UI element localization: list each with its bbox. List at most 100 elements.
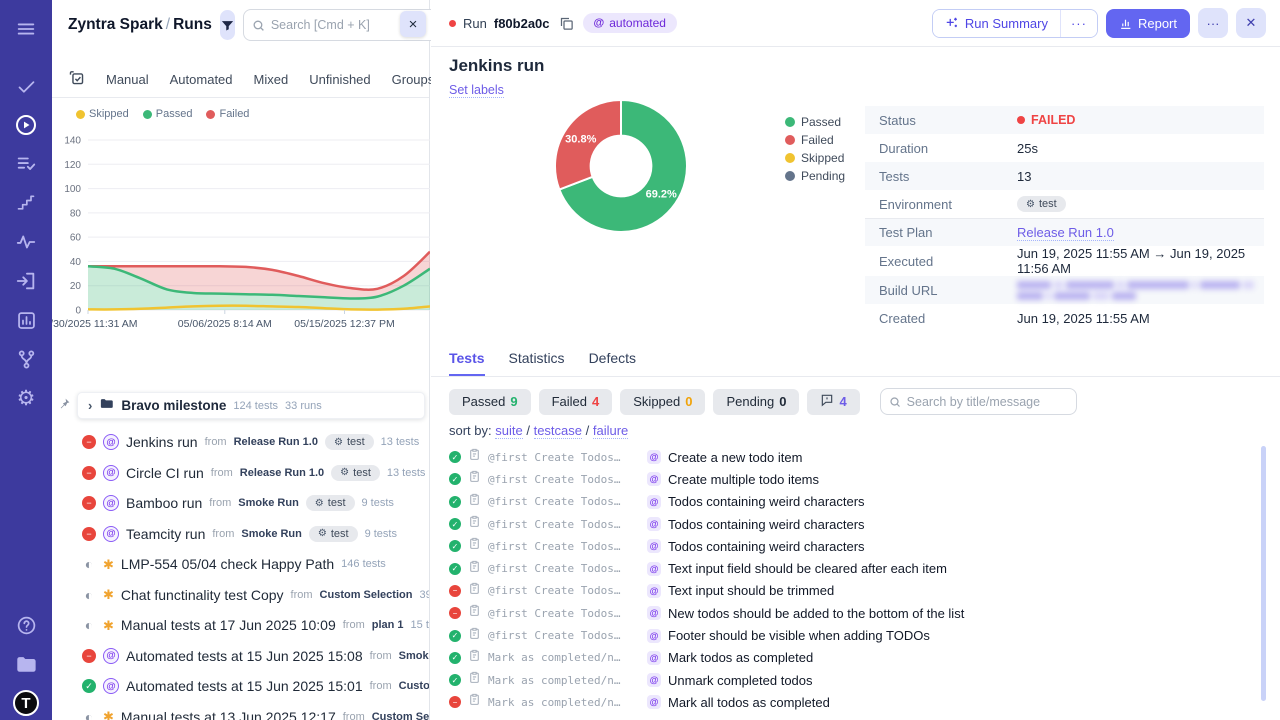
chip-skipped[interactable]: Skipped0 (620, 389, 705, 415)
legend-label: Failed (801, 133, 834, 147)
more-actions-button[interactable]: ··· (1198, 8, 1228, 38)
environment-chip: ⚙test (331, 465, 380, 481)
automated-test-icon: @ (647, 606, 661, 620)
test-list-item[interactable]: ✓@first Create Todos…@Create multiple to… (449, 468, 1254, 490)
tab-groups[interactable]: Groups (392, 72, 435, 87)
projects-icon[interactable] (6, 647, 46, 681)
run-tests-count: 9 tests (365, 528, 397, 540)
menu-icon[interactable] (6, 12, 46, 46)
test-list-item[interactable]: ✓@first Create Todos…@Todos containing w… (449, 513, 1254, 535)
chip-failed[interactable]: Failed4 (539, 389, 613, 415)
chip-label: Pending (726, 394, 774, 409)
collapse-panel-button[interactable]: × (400, 11, 426, 37)
test-plan-link[interactable]: Release Run 1.0 (1017, 225, 1114, 241)
clipboard-icon (468, 693, 481, 711)
check-icon[interactable] (6, 69, 46, 103)
test-list-item[interactable]: ✓Mark as completed/n…@Unmark completed t… (449, 669, 1254, 691)
detail-label: Status (865, 113, 1017, 128)
test-list-item[interactable]: −Mark as completed/n…@Mark all todos as … (449, 691, 1254, 713)
run-status-dot (449, 20, 456, 27)
run-list-item[interactable]: ◐✱Chat functinality test CopyfromCustom … (52, 580, 429, 611)
run-summary-button[interactable]: Run Summary (933, 10, 1060, 37)
chip-passed[interactable]: Passed9 (449, 389, 531, 415)
tab-unfinished[interactable]: Unfinished (309, 72, 370, 87)
sort-by-testcase[interactable]: testcase (534, 423, 582, 439)
results-donut-chart: 69.2%30.8% (535, 96, 707, 238)
tests-scrollbar[interactable] (1261, 446, 1266, 701)
detail-row-duration: Duration25s (865, 134, 1264, 162)
test-list-item[interactable]: ✓@first Create Todos…@Footer should be v… (449, 624, 1254, 646)
test-list-item[interactable]: ✓@first Create Todos…@Todos containing w… (449, 491, 1254, 513)
run-identity: Run f80b2a0c @automated (449, 13, 677, 33)
sort-by-failure[interactable]: failure (593, 423, 628, 439)
run-list-item[interactable]: −@Jenkins runfromRelease Run 1.0⚙test13 … (52, 427, 429, 458)
milestone-group-card[interactable]: ›Bravo milestone124 tests33 runs (77, 392, 425, 419)
tab-defects[interactable]: Defects (589, 350, 636, 376)
tests-search[interactable] (880, 388, 1077, 415)
filter-button[interactable] (220, 10, 235, 40)
legend-dot (785, 153, 795, 163)
tab-statistics[interactable]: Statistics (509, 350, 565, 376)
tab-automated[interactable]: Automated (170, 72, 233, 87)
automated-run-icon: @ (103, 465, 119, 481)
pulse-icon[interactable] (6, 225, 46, 259)
test-list-item[interactable]: −@first Create Todos…@New todos should b… (449, 602, 1254, 624)
legend-item-passed: Passed (143, 108, 193, 120)
run-list-item[interactable]: ◐✱Manual tests at 17 Jun 2025 10:09fromp… (52, 610, 429, 641)
test-list-item[interactable]: ✓@first Create Todos…@Todos containing w… (449, 535, 1254, 557)
run-list-item[interactable]: ◐✱LMP-554 05/04 check Happy Path146 test… (52, 549, 429, 580)
passed-status-icon: ✓ (449, 496, 461, 508)
chevron-right-icon[interactable]: › (88, 398, 92, 413)
test-title: Todos containing weird characters (668, 517, 865, 532)
run-list-item[interactable]: −@Bamboo runfromSmoke Run⚙test9 tests (52, 488, 429, 519)
branch-icon[interactable] (6, 342, 46, 376)
help-icon[interactable] (6, 608, 46, 642)
automated-run-icon: @ (103, 495, 119, 511)
gear-icon: ⚙ (334, 437, 343, 448)
legend-dot (143, 110, 152, 119)
automated-test-icon: @ (647, 495, 661, 509)
test-plans-icon[interactable] (6, 147, 46, 181)
test-list-item[interactable]: −@first Create Todos…@Text input should … (449, 580, 1254, 602)
tests-search-input[interactable] (907, 395, 1068, 409)
tab-tests[interactable]: Tests (449, 350, 485, 376)
test-list-item[interactable]: ✓Mark as completed/n…@Mark todos as comp… (449, 647, 1254, 669)
run-list-item[interactable]: ◐✱Manual tests at 13 Jun 2025 12:17fromC… (52, 702, 429, 720)
set-labels-link[interactable]: Set labels (449, 83, 504, 98)
runs-icon[interactable] (6, 108, 46, 142)
tab-mixed[interactable]: Mixed (254, 72, 289, 87)
select-runs-icon[interactable] (68, 69, 85, 91)
automated-test-icon: @ (647, 517, 661, 531)
steps-icon[interactable] (6, 186, 46, 220)
run-list-item[interactable]: −@Teamcity runfromSmoke Run⚙test9 tests (52, 519, 429, 550)
report-button[interactable]: Report (1106, 9, 1190, 38)
chip-comments[interactable]: 4 (807, 389, 859, 415)
run-source: Custom Selection (372, 711, 429, 720)
run-list-item[interactable]: ✓@Automated tests at 15 Jun 2025 15:01fr… (52, 671, 429, 702)
project-name[interactable]: Zyntra Spark (68, 16, 163, 33)
passed-status-icon: ✓ (449, 674, 461, 686)
runs-filter-tabs: ManualAutomatedMixedUnfinishedGroups (52, 62, 429, 98)
svg-text:30.8%: 30.8% (565, 133, 596, 145)
clipboard-icon (468, 582, 481, 600)
analytics-icon[interactable] (6, 303, 46, 337)
close-run-button[interactable]: ✕ (1236, 8, 1266, 38)
test-list-item[interactable]: ✓@first Create Todos…@Text input field s… (449, 557, 1254, 579)
sort-row: sort by: suite / testcase / failure (449, 423, 628, 438)
failed-status-icon: − (449, 607, 461, 619)
test-list-item[interactable]: ✓@first Create Todos…@Create a new todo … (449, 446, 1254, 468)
import-icon[interactable] (6, 264, 46, 298)
sort-by-suite[interactable]: suite (495, 423, 522, 439)
logo-badge[interactable]: T (6, 686, 46, 720)
run-from-label: from (212, 528, 234, 540)
tab-manual[interactable]: Manual (106, 72, 149, 87)
run-list-item[interactable]: −@Circle CI runfromRelease Run 1.0⚙test1… (52, 458, 429, 489)
test-suite-name: @first Create Todos… (488, 540, 640, 553)
milestone-tests-count: 124 tests (233, 400, 278, 412)
run-list-item[interactable]: −@Automated tests at 15 Jun 2025 15:08fr… (52, 641, 429, 672)
chip-pending[interactable]: Pending0 (713, 389, 799, 415)
run-summary-more-button[interactable]: ··· (1060, 10, 1097, 37)
copy-run-id-button[interactable] (557, 14, 576, 33)
run-title: Jenkins run (449, 56, 544, 76)
settings-icon[interactable]: ⚙ (6, 381, 46, 415)
